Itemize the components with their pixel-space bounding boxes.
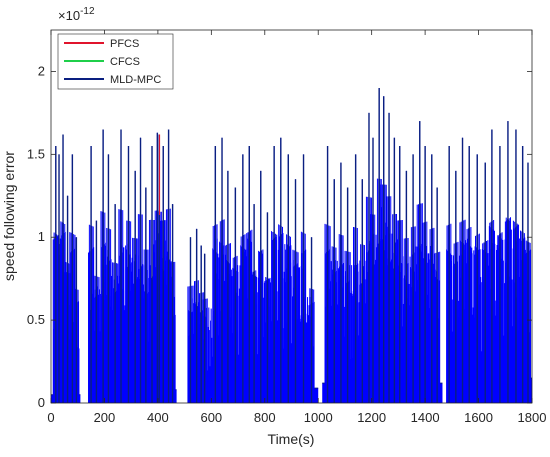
x-tick-label: 1200	[357, 410, 386, 425]
x-tick-label: 600	[200, 410, 222, 425]
legend-label-cfcs: CFCS	[110, 56, 140, 68]
y-exponent-power: -12	[80, 6, 95, 17]
x-tick-label: 200	[94, 410, 116, 425]
x-tick-label: 1800	[518, 410, 547, 425]
x-axis-ticks: 0 200 400 600 800 1000 1200 1400 1600 1800	[47, 30, 546, 425]
x-tick-label: 0	[47, 410, 54, 425]
y-tick-label: 0	[38, 395, 45, 410]
data-layer	[51, 88, 532, 403]
x-axis-label: Time(s)	[268, 431, 315, 447]
y-tick-label: 1.5	[27, 146, 45, 161]
y-tick-label: 0.5	[27, 312, 45, 327]
plot-frame	[50, 29, 533, 404]
y-axis-label: speed following error	[1, 151, 17, 281]
y-tick-label: 2	[38, 63, 45, 78]
y-tick-label: 1	[38, 229, 45, 244]
legend-label-mld-mpc: MLD-MPC	[110, 74, 161, 86]
x-tick-label: 400	[147, 410, 169, 425]
y-exponent-label: ×10-12	[58, 6, 95, 23]
x-tick-label: 1600	[464, 410, 493, 425]
y-axis-ticks: 0 0.5 1 1.5 2	[27, 63, 532, 410]
x-tick-label: 1000	[304, 410, 333, 425]
legend-label-pfcs: PFCS	[110, 38, 139, 50]
x-tick-label: 800	[254, 410, 276, 425]
x-tick-label: 1400	[411, 410, 440, 425]
legend: PFCS CFCS MLD-MPC	[57, 33, 174, 90]
